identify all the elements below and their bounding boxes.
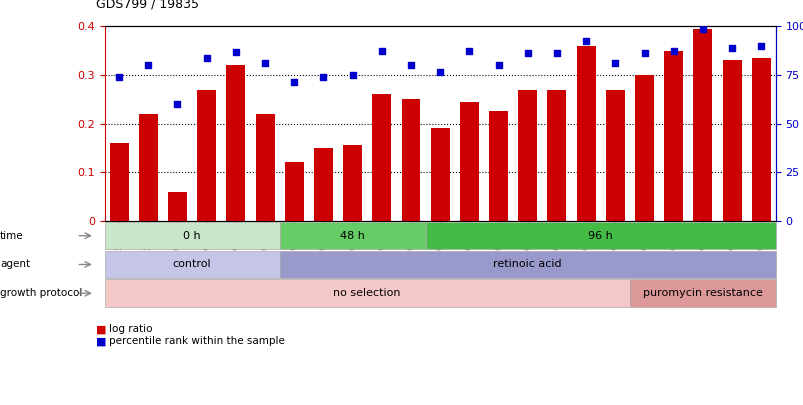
Bar	[751, 58, 770, 221]
Point	[520, 50, 533, 56]
Point	[550, 50, 563, 56]
Bar	[663, 51, 683, 221]
Bar	[692, 29, 711, 221]
Text: 48 h: 48 h	[340, 231, 365, 241]
Point	[491, 62, 504, 68]
Text: growth protocol: growth protocol	[0, 288, 82, 298]
Point	[259, 60, 271, 66]
Bar	[430, 128, 449, 221]
Text: log ratio: log ratio	[108, 324, 152, 334]
Bar	[576, 46, 595, 221]
Point	[112, 74, 125, 81]
Bar	[605, 90, 624, 221]
Point	[666, 47, 679, 54]
Text: time: time	[0, 231, 23, 241]
Point	[638, 50, 650, 56]
Bar	[518, 90, 536, 221]
Point	[229, 49, 242, 55]
Point	[404, 62, 417, 68]
Text: no selection: no selection	[333, 288, 401, 298]
Bar	[226, 65, 245, 221]
Point	[695, 26, 708, 32]
Point	[579, 38, 592, 44]
Bar	[547, 90, 566, 221]
Bar	[139, 114, 157, 221]
Point	[141, 62, 154, 68]
Text: 96 h: 96 h	[588, 231, 613, 241]
Text: retinoic acid: retinoic acid	[493, 260, 561, 269]
Point	[608, 60, 621, 66]
Bar	[722, 60, 740, 221]
Text: percentile rank within the sample: percentile rank within the sample	[108, 337, 284, 346]
Bar	[488, 111, 507, 221]
Bar	[197, 90, 216, 221]
Bar	[284, 162, 304, 221]
Text: ■: ■	[96, 324, 107, 334]
Text: GDS799 / 19835: GDS799 / 19835	[96, 0, 199, 10]
Point	[171, 101, 184, 107]
Text: control: control	[173, 260, 211, 269]
Bar	[372, 94, 391, 221]
Point	[287, 79, 300, 85]
Bar	[168, 192, 187, 221]
Bar	[343, 145, 361, 221]
Bar	[634, 75, 653, 221]
Bar	[401, 99, 420, 221]
Point	[375, 47, 388, 54]
Point	[754, 43, 767, 49]
Text: agent: agent	[0, 260, 30, 269]
Bar	[109, 143, 128, 221]
Point	[316, 74, 329, 81]
Point	[200, 55, 213, 61]
Text: 0 h: 0 h	[183, 231, 201, 241]
Point	[434, 69, 446, 76]
Text: puromycin resistance: puromycin resistance	[642, 288, 762, 298]
Point	[346, 72, 359, 78]
Bar	[313, 148, 332, 221]
Bar	[459, 102, 479, 221]
Point	[725, 45, 738, 51]
Point	[463, 47, 475, 54]
Text: ■: ■	[96, 337, 107, 346]
Bar	[255, 114, 274, 221]
